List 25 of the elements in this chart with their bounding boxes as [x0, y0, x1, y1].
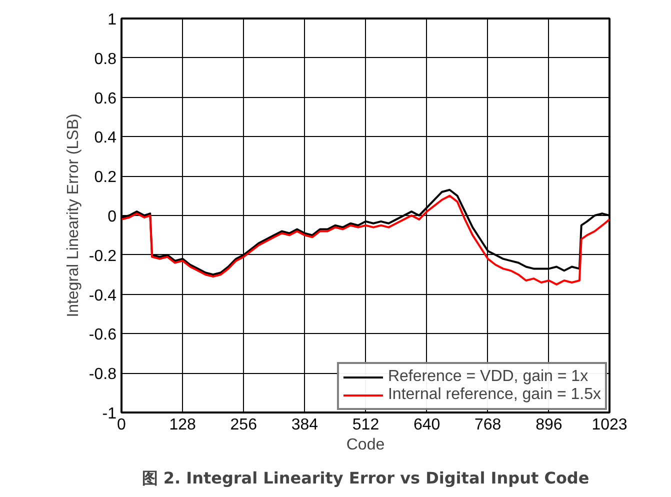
legend-label: Internal reference, gain = 1.5x: [388, 386, 601, 404]
text: 图 2. Integral Linearity Error vs Digital Input Code: [142, 468, 590, 488]
x-tick-label: 640: [413, 416, 440, 434]
y-axis-title: Integral Linearity Error (LSB): [64, 114, 82, 318]
y-tick-label: -0.4: [88, 287, 117, 304]
x-axis-title: Code: [346, 436, 385, 454]
y-tick-label: 1: [108, 12, 117, 28]
x-tick-label: 768: [474, 416, 502, 434]
x-tick-label: 512: [352, 416, 380, 434]
y-tick-label: 0: [108, 208, 117, 226]
x-tick-label: 256: [230, 416, 258, 434]
y-tick-label: -0.2: [88, 248, 117, 265]
legend-label: Reference = VDD, gain = 1x: [388, 368, 588, 386]
x-tick-label: 128: [169, 416, 196, 434]
x-tick-label: 1023: [592, 416, 628, 434]
line-series: [122, 194, 610, 286]
y-tick-label: 0.2: [94, 169, 117, 186]
y-tick-label: -0.6: [88, 326, 117, 344]
y-tick-label: -0.8: [88, 366, 117, 384]
x-tick-label: 384: [291, 416, 318, 434]
x-tick-label: 896: [536, 416, 562, 434]
y-tick-label: 0.6: [94, 90, 117, 108]
y-tick-label: 0.8: [94, 50, 117, 68]
y-tick-label: 0.4: [94, 130, 117, 147]
y-tick-label: -1: [102, 406, 117, 422]
